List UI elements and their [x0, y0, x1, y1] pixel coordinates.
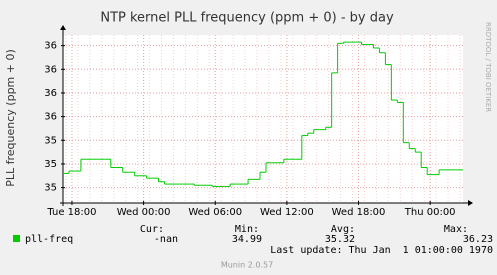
- stat-value: -nan: [154, 234, 178, 245]
- stat-value: 36.23: [463, 234, 493, 245]
- footer: Munin 2.0.57: [221, 261, 273, 270]
- x-tick-label: Wed 18:00: [332, 207, 386, 218]
- x-tick-label: Thu 00:00: [404, 207, 456, 218]
- y-tick-label: 36: [44, 112, 57, 123]
- y-tick-label: 35: [44, 183, 57, 194]
- x-tick-label: Wed 00:00: [117, 207, 171, 218]
- x-tick-label: Wed 12:00: [260, 207, 314, 218]
- x-axis-arrow: [468, 200, 473, 206]
- last-update: Last update: Thu Jan 1 01:00:00 1970: [270, 245, 493, 256]
- y-tick-label: 36: [44, 64, 57, 75]
- stat-value: 34.99: [232, 234, 262, 245]
- stat-header: Min:: [235, 224, 259, 235]
- y-axis-label: PLL frequency (ppm + 0): [4, 49, 17, 187]
- stat-header: Cur:: [140, 224, 164, 235]
- x-tick-label: Tue 18:00: [46, 207, 96, 218]
- y-axis-arrow: [60, 25, 66, 30]
- y-tick-label: 36: [44, 41, 57, 52]
- chart-title: NTP kernel PLL frequency (ppm + 0) - by …: [100, 11, 394, 26]
- x-tick-label: Wed 06:00: [188, 207, 242, 218]
- y-tick-label: 35: [44, 159, 57, 170]
- watermark: RRDTOOL / TOBI OETIKER: [484, 22, 492, 112]
- legend-label: pll-freq: [25, 234, 73, 245]
- y-tick-label: 35: [44, 135, 57, 146]
- y-tick-label: 36: [44, 88, 57, 99]
- plot-area: [63, 35, 463, 203]
- legend-swatch: [13, 235, 20, 242]
- stat-header: Avg:: [331, 224, 355, 235]
- stat-header: Max:: [444, 224, 468, 235]
- stat-value: 35.32: [325, 234, 355, 245]
